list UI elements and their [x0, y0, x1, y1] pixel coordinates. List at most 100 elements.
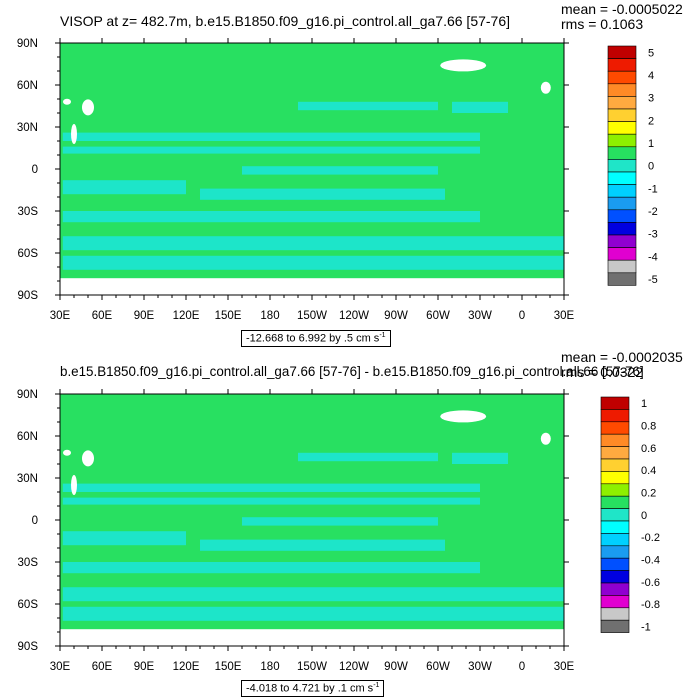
cyan-band [62, 132, 481, 141]
cyan-band [200, 539, 445, 551]
colorbar-label: 1 [641, 398, 647, 410]
colorbar-label: -1 [648, 183, 658, 195]
y-tick-label: 90S [18, 641, 39, 653]
y-tick-label: 90N [17, 38, 38, 50]
y-tick-label: 60N [17, 80, 38, 92]
no-data-blob [540, 81, 551, 94]
cyan-band [62, 146, 481, 154]
x-tick-label: 150W [297, 661, 327, 673]
x-tick-label: 90E [134, 310, 155, 322]
colorbar-swatch [600, 619, 630, 633]
colorbar-swatch [600, 520, 630, 534]
y-tick-label: 60S [18, 248, 39, 260]
x-tick-label: 120E [173, 661, 200, 673]
y-tick-label: 0 [32, 515, 38, 527]
chart-title: b.e15.B1850.f09_g16.pi_control.all_ga7.6… [60, 364, 644, 379]
y-tick-label: 90S [18, 290, 39, 302]
colorbar-label: 3 [648, 93, 654, 105]
x-tick-label: 30W [468, 661, 492, 673]
cyan-band [62, 483, 481, 492]
colorbar-label: -0.8 [641, 599, 660, 611]
colorbar-label: 0.6 [641, 443, 656, 455]
colorbar-swatch [600, 582, 630, 596]
colorbar-label: -1 [641, 621, 651, 633]
cyan-band [298, 101, 438, 111]
cyan-band [62, 255, 565, 270]
x-tick-label: 120E [173, 310, 200, 322]
cyan-band [62, 180, 186, 195]
colorbar-swatch [600, 508, 630, 522]
x-tick-label: 60W [426, 310, 450, 322]
cyan-band [298, 452, 438, 462]
cyan-band [62, 562, 481, 574]
colorbar-swatch [600, 570, 630, 584]
no-data-antarctica [60, 629, 564, 646]
colorbar-label: 0.4 [641, 465, 656, 477]
no-data-blacksea [63, 449, 71, 456]
colorbar-swatch [600, 396, 630, 410]
colorbar-label: 2 [648, 115, 654, 127]
y-tick-label: 30S [18, 557, 39, 569]
colorbar-label: -0.6 [641, 577, 660, 589]
colorbar-swatch [600, 446, 630, 460]
x-tick-label: 30E [50, 310, 71, 322]
mean-label: mean = -0.0002035 [561, 349, 683, 365]
no-data-blacksea [63, 98, 71, 105]
y-tick-label: 30N [17, 473, 38, 485]
no-data-antarctica [60, 278, 564, 295]
colorbar-label: 4 [648, 70, 654, 82]
colorbar-swatch [600, 557, 630, 571]
colorbar-swatch [607, 272, 637, 286]
x-tick-label: 60E [92, 310, 113, 322]
x-tick-label: 30W [468, 310, 492, 322]
x-tick-label: 150E [215, 661, 242, 673]
cyan-band [62, 497, 481, 505]
no-data-greenland [440, 410, 487, 423]
no-data-blob [540, 432, 551, 445]
x-tick-label: 0 [519, 661, 525, 673]
cyan-band [62, 587, 565, 602]
colorbar-swatch [600, 409, 630, 423]
colorbar-swatch [600, 533, 630, 547]
colorbar-label: 0.8 [641, 421, 656, 433]
x-tick-label: 60E [92, 661, 113, 673]
cyan-band [200, 188, 445, 200]
x-tick-label: 120W [339, 310, 369, 322]
colorbar-label: 5 [648, 47, 654, 59]
y-tick-label: 30N [17, 122, 38, 134]
x-tick-label: 150E [215, 310, 242, 322]
colorbar-swatch [600, 595, 630, 609]
x-tick-label: 30E [50, 661, 71, 673]
contour-range-box: -4.018 to 4.721 by .1 cm s-1 [241, 680, 385, 697]
unit-superscript: -1 [379, 332, 386, 339]
no-data-redsea [71, 124, 77, 144]
cyan-bands [62, 452, 565, 621]
colorbar-label: 1 [648, 138, 654, 150]
contour-range-box: -12.668 to 6.992 by .5 cm s-1 [241, 330, 391, 347]
colorbar-label: 0.2 [641, 487, 656, 499]
x-tick-label: 90W [384, 661, 408, 673]
rms-label: rms = 0.0322 [561, 364, 644, 380]
colorbar-swatch [600, 458, 630, 472]
colorbar-label: -2 [648, 206, 658, 218]
cyan-band [452, 452, 508, 464]
x-tick-label: 90E [134, 661, 155, 673]
y-tick-label: 30S [18, 206, 39, 218]
no-data-greenland [440, 59, 487, 72]
cyan-band [242, 166, 438, 175]
x-tick-label: 60W [426, 661, 450, 673]
no-data-redsea [71, 475, 77, 495]
colorbar-label: -0.2 [641, 532, 660, 544]
x-tick-label: 150W [297, 310, 327, 322]
colorbar-swatch [600, 607, 630, 621]
colorbar-label: 0 [641, 510, 647, 522]
x-tick-label: 180 [260, 661, 279, 673]
y-tick-label: 60N [17, 431, 38, 443]
cyan-band [62, 606, 565, 621]
chart-title: VISOP at z= 482.7m, b.e15.B1850.f09_g16.… [60, 13, 511, 29]
colorbar-label: -5 [648, 274, 658, 286]
rms-label: rms = 0.1063 [561, 16, 644, 32]
colorbar-swatch [600, 471, 630, 485]
